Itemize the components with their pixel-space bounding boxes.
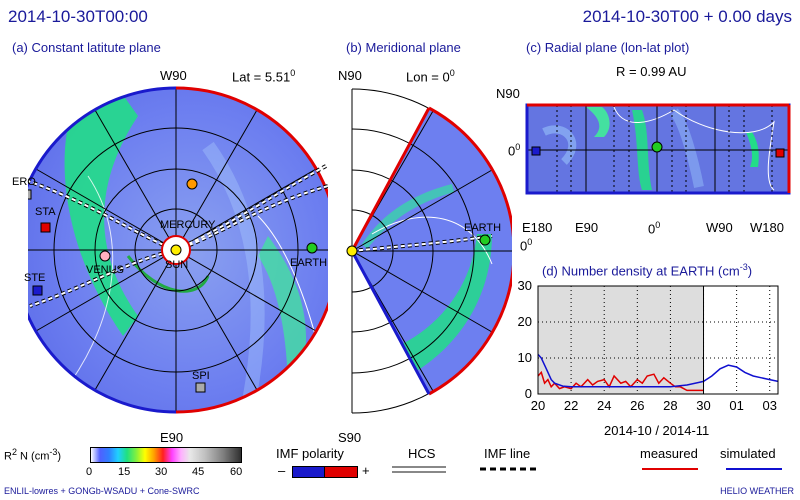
panel-c-plot bbox=[525, 103, 791, 195]
y-tick-label: 20 bbox=[518, 314, 532, 329]
label-ero: ERO bbox=[12, 176, 36, 188]
chart-frame bbox=[537, 285, 779, 395]
panel-c-xlabel-w90: W90 bbox=[706, 220, 733, 235]
ste-marker bbox=[32, 285, 43, 296]
panel-a-plot bbox=[28, 86, 328, 414]
series-measured bbox=[537, 370, 704, 392]
legend-measured: measured bbox=[640, 446, 698, 461]
density-colorbar bbox=[90, 447, 242, 463]
colorbar-tick-30: 30 bbox=[155, 466, 168, 478]
panel-a-lat-label: Lat = 5.510 bbox=[232, 68, 296, 85]
sta-marker-c bbox=[775, 148, 785, 158]
measured-period-shade bbox=[538, 286, 704, 394]
colorbar-tick-45: 45 bbox=[192, 466, 205, 478]
x-tick-label: 30 bbox=[696, 398, 710, 413]
label-earth-b: EARTH bbox=[464, 222, 502, 234]
model-credits: ENLIL-lowres + GONGb-WSADU + Cone-SWRC bbox=[4, 486, 200, 496]
hcs-line-2 bbox=[392, 471, 446, 473]
panel-c-ylabel-n90: N90 bbox=[496, 86, 520, 101]
legend-minus: – bbox=[278, 463, 286, 478]
measured-swatch bbox=[642, 468, 698, 470]
y-tick-label: 10 bbox=[518, 350, 532, 365]
label-ste: STE bbox=[24, 272, 46, 284]
label-spi: SPI bbox=[192, 370, 210, 382]
colorbar-tick-60: 60 bbox=[230, 466, 243, 478]
legend-imf-polarity: IMF polarity bbox=[276, 446, 344, 461]
timestamp-title: 2014-10-30T00:00 bbox=[8, 7, 148, 26]
simulated-swatch bbox=[726, 468, 782, 470]
label-earth: EARTH bbox=[290, 257, 328, 269]
panel-c-xlabel-e90: E90 bbox=[575, 220, 599, 235]
panel-c-title: (c) Radial plane (lon-lat plot) bbox=[526, 40, 690, 55]
density-chart: 20 22 24 26 28 30 01 03 0 10 20 30 bbox=[518, 280, 779, 413]
panel-d-title: (d) Number density at EARTH (cm-3) bbox=[542, 262, 753, 279]
x-tick-label: 24 bbox=[597, 398, 611, 413]
panel-c-xlabel-w180: W180 bbox=[750, 220, 784, 235]
sun-icon-b bbox=[346, 245, 358, 257]
ste-marker-c bbox=[531, 146, 541, 156]
positive-polarity-swatch bbox=[324, 466, 358, 478]
colorbar-tick-0: 0 bbox=[86, 466, 93, 478]
label-sta: STA bbox=[35, 206, 56, 218]
y-tick-label: 0 bbox=[525, 386, 532, 401]
helio-weather-credit: HELIO WEATHER bbox=[720, 486, 794, 496]
legend-hcs: HCS bbox=[408, 446, 436, 461]
x-tick-label: 01 bbox=[729, 398, 743, 413]
panel-c-sub-label: 00 bbox=[520, 237, 533, 254]
panel-b-plot bbox=[346, 88, 512, 414]
spi-marker bbox=[195, 382, 206, 393]
x-tick-label: 03 bbox=[762, 398, 776, 413]
sun-icon bbox=[170, 244, 182, 256]
hcs-line-1 bbox=[392, 466, 446, 468]
x-tick-label: 26 bbox=[630, 398, 644, 413]
panel-c-radius: R = 0.99 AU bbox=[616, 64, 687, 79]
negative-polarity-swatch bbox=[292, 466, 326, 478]
panel-b-bottom-label: S90 bbox=[338, 430, 362, 445]
panel-b-title: (b) Meridional plane bbox=[346, 40, 461, 55]
panel-c-xlabel-0: 00 bbox=[648, 220, 661, 237]
legend-plus: + bbox=[362, 463, 370, 478]
x-tick-label: 22 bbox=[564, 398, 578, 413]
x-tick-label: 20 bbox=[531, 398, 545, 413]
label-venus: VENUS bbox=[86, 264, 124, 276]
panel-c-ylabel-0: 00 bbox=[508, 142, 521, 159]
colorbar-label: R2 N (cm-3) bbox=[4, 447, 62, 463]
elapsed-title: 2014-10-30T00 + 0.00 days bbox=[582, 7, 792, 26]
panel-a-top-label: W90 bbox=[160, 68, 187, 83]
x-tick-label: 28 bbox=[663, 398, 677, 413]
venus-marker bbox=[99, 250, 111, 262]
legend-simulated: simulated bbox=[720, 446, 776, 461]
imf-line-swatch bbox=[480, 467, 540, 471]
panel-c-xlabel-e180: E180 bbox=[522, 220, 553, 235]
label-sun: SUN bbox=[165, 259, 189, 271]
cme-band-east bbox=[258, 236, 307, 396]
panel-b-lon-label: Lon = 00 bbox=[406, 68, 455, 85]
earth-marker bbox=[306, 242, 318, 254]
label-mercury: MERCURY bbox=[160, 219, 216, 231]
negative-polarity-arc bbox=[28, 86, 177, 414]
panel-d-xlabel: 2014-10 / 2014-11 bbox=[604, 423, 710, 438]
series-simulated bbox=[537, 353, 779, 388]
mercury-marker bbox=[186, 178, 198, 190]
earth-marker-c bbox=[651, 141, 663, 153]
legend-imf-line: IMF line bbox=[484, 446, 531, 461]
ero-marker bbox=[28, 189, 32, 200]
colorbar-tick-15: 15 bbox=[118, 466, 131, 478]
positive-polarity-arc bbox=[175, 86, 328, 414]
panel-a-bottom-label: E90 bbox=[160, 430, 184, 445]
sta-marker bbox=[40, 222, 51, 233]
earth-marker-b bbox=[479, 234, 491, 246]
panel-a-title: (a) Constant latitute plane bbox=[12, 40, 161, 55]
y-tick-label: 30 bbox=[518, 280, 532, 293]
panel-b-top-label: N90 bbox=[338, 68, 362, 83]
